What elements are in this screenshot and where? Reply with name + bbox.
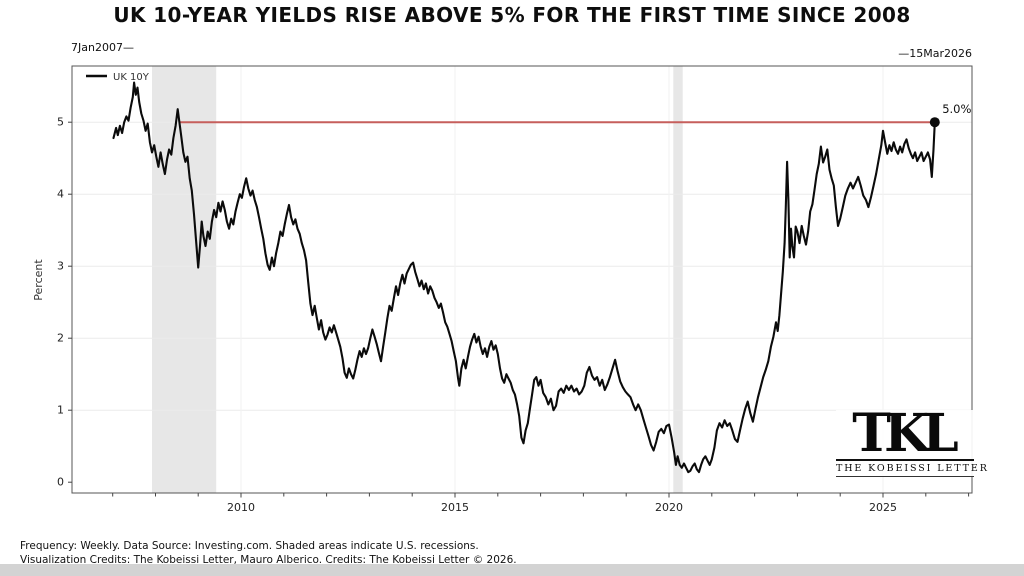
logo-name: THE KOBEISSI LETTER — [836, 458, 987, 477]
start-date-label: 7Jan2007— — [71, 41, 134, 54]
x-axis-tick-label: 2015 — [441, 501, 469, 514]
kobeissi-letter-logo: TKL THE KOBEISSI LETTER — [836, 403, 987, 477]
y-axis-tick-label: 1 — [57, 404, 64, 417]
plot-border — [71, 65, 973, 494]
y-axis-tick-label: 5 — [57, 116, 64, 129]
end-date-label: —15Mar2026 — [898, 47, 972, 60]
series-line — [112, 81, 936, 474]
footer-line-2: Visualization Credits: The Kobeissi Lett… — [20, 553, 517, 566]
bottom-strip — [0, 564, 1024, 576]
y-axis-title: Percent — [32, 259, 45, 301]
end-marker-dot — [929, 117, 940, 128]
footer-line-1: Frequency: Weekly. Data Source: Investin… — [20, 540, 479, 552]
y-axis-tick-label: 0 — [57, 476, 64, 489]
reference-value-label: 5.0% — [942, 102, 971, 116]
y-axis-tick-label: 3 — [57, 260, 64, 273]
chart-title: UK 10-YEAR YIELDS RISE ABOVE 5% FOR THE … — [113, 3, 911, 27]
footer-credits: Frequency: Weekly. Data Source: Investin… — [20, 540, 517, 568]
x-axis-tick-label: 2020 — [655, 501, 683, 514]
x-axis-tick-label: 2010 — [227, 501, 255, 514]
recession-band — [152, 66, 217, 493]
recession-band — [673, 66, 683, 493]
y-axis-tick-label: 4 — [57, 188, 64, 201]
x-axis-tick-label: 2025 — [869, 501, 897, 514]
logo-monogram: TKL — [852, 403, 958, 464]
legend-label: UK 10Y — [113, 72, 150, 83]
y-axis-tick-label: 2 — [57, 332, 64, 345]
